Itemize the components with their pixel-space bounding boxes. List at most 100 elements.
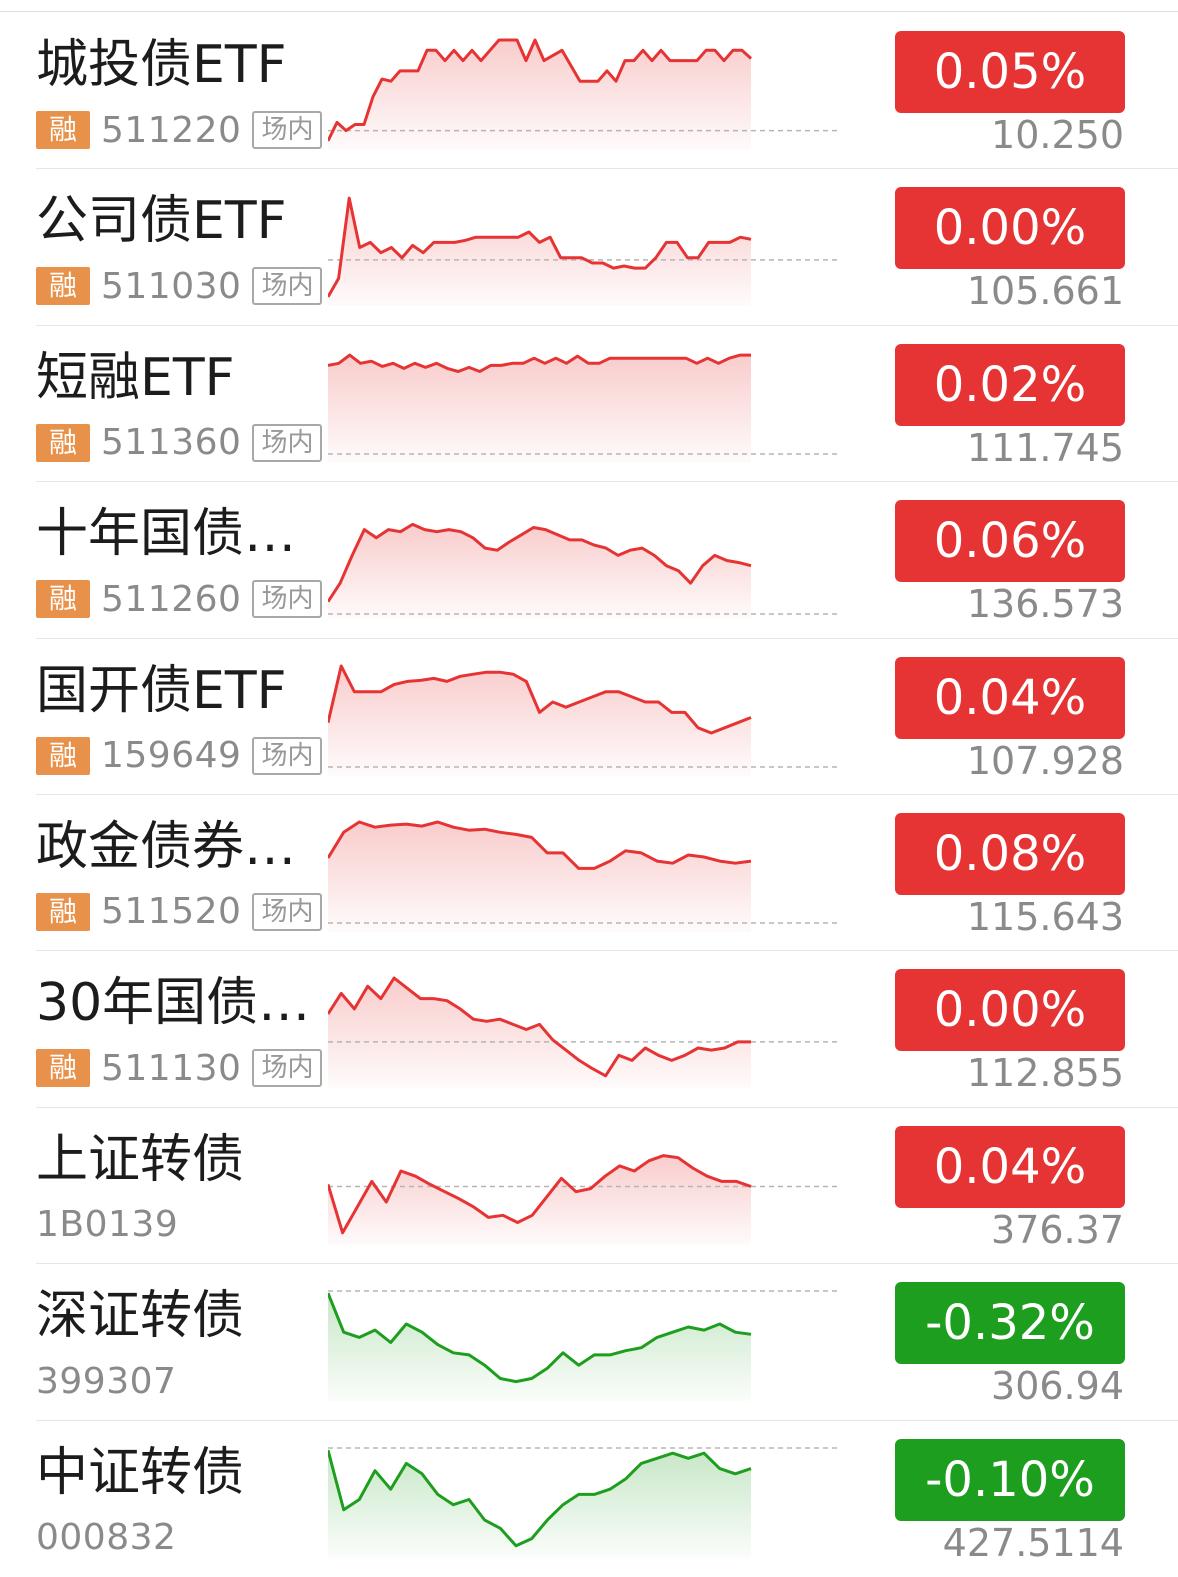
fund-name: 公司债ETF (36, 191, 287, 252)
fund-subline: 1B0139 (36, 1204, 179, 1246)
fund-code: 511220 (101, 109, 242, 151)
market-badge: 场内 (252, 111, 323, 149)
fund-name: 深证转债 (36, 1286, 245, 1347)
change-percent-badge[interactable]: 0.00% (895, 969, 1125, 1052)
sparkline-line (328, 523, 752, 603)
change-percent-badge[interactable]: 0.04% (895, 1125, 1125, 1208)
intraday-sparkline (328, 353, 840, 463)
fund-name: 短融ETF (36, 347, 235, 408)
sparkline-area (328, 524, 751, 620)
fund-code: 511130 (101, 1047, 242, 1089)
intraday-sparkline (328, 196, 840, 307)
fund-subline: 融 511260 场内 (36, 578, 323, 620)
intraday-sparkline (328, 1153, 840, 1245)
margin-badge: 融 (36, 736, 90, 775)
change-percent-badge[interactable]: 0.04% (895, 656, 1125, 739)
fund-code: 511260 (101, 578, 242, 620)
fund-name: 上证转债 (36, 1129, 245, 1190)
intraday-sparkline (328, 976, 840, 1089)
latest-price: 376.37 (991, 1207, 1124, 1252)
margin-badge: 融 (36, 267, 90, 306)
fund-row[interactable]: 国开债ETF 融 159649 场内 0.04% 107.928 (0, 639, 1178, 796)
latest-price: 112.855 (966, 1051, 1124, 1096)
margin-badge: 融 (36, 423, 90, 462)
fund-code: 399307 (36, 1360, 177, 1402)
sparkline-area (328, 821, 751, 932)
fund-name: 十年国债ETF (36, 504, 326, 565)
market-badge: 场内 (252, 267, 323, 306)
sparkline-area (328, 198, 751, 307)
sparkline-line (328, 1153, 752, 1235)
intraday-sparkline (328, 523, 840, 620)
market-badge: 场内 (252, 423, 323, 462)
market-badge: 场内 (252, 580, 323, 619)
market-badge: 场内 (252, 736, 323, 775)
fund-row[interactable]: 十年国债ETF 融 511260 场内 0.06% 136.573 (0, 482, 1178, 639)
change-percent-badge[interactable]: -0.10% (895, 1438, 1125, 1521)
latest-price: 115.643 (966, 894, 1124, 939)
intraday-sparkline (328, 664, 840, 776)
sparkline-area (328, 665, 751, 776)
change-percent-badge[interactable]: 0.05% (895, 31, 1125, 113)
fund-code: 1B0139 (36, 1204, 179, 1246)
fund-row[interactable]: 短融ETF 融 511360 场内 0.02% 111.745 (0, 326, 1178, 483)
margin-badge: 融 (36, 111, 90, 149)
fund-row[interactable]: 公司债ETF 融 511030 场内 0.00% 105.661 (0, 169, 1178, 327)
fund-name: 30年国债ETF (36, 973, 326, 1034)
change-percent-badge[interactable]: 0.06% (895, 500, 1125, 583)
fund-list: 城投债ETF 融 511220 场内 0.05% 10.250 公司债ETF 融 511030 场… (0, 13, 1178, 1577)
sparkline-area (328, 354, 751, 463)
change-percent-badge[interactable]: 0.08% (895, 812, 1125, 895)
sparkline-line (328, 976, 751, 1078)
fund-code: 159649 (101, 735, 242, 777)
sparkline-area (328, 1449, 751, 1558)
fund-subline: 融 159649 场内 (36, 735, 323, 777)
sparkline-line (328, 38, 753, 142)
latest-price: 10.250 (991, 113, 1124, 157)
fund-row[interactable]: 深证转债 399307 -0.32% 306.94 (0, 1264, 1178, 1421)
sparkline-line (328, 196, 752, 299)
sparkline-area (328, 1155, 751, 1245)
fund-name: 政金债券ETF (36, 816, 326, 877)
fund-code: 000832 (36, 1517, 177, 1559)
fund-code: 511520 (101, 891, 242, 933)
fund-code: 511360 (101, 422, 242, 464)
fund-subline: 399307 (36, 1360, 177, 1402)
top-divider (0, 11, 1178, 12)
sparkline-area (328, 978, 751, 1089)
margin-badge: 融 (36, 580, 90, 619)
fund-row[interactable]: 30年国债ETF 融 511130 场内 0.00% 112.855 (0, 951, 1178, 1109)
fund-subline: 融 511130 场内 (36, 1047, 323, 1089)
intraday-sparkline (328, 1290, 840, 1402)
sparkline-line (328, 1292, 752, 1384)
sparkline-line (328, 664, 752, 735)
margin-badge: 融 (36, 1049, 90, 1088)
change-percent-badge[interactable]: 0.02% (895, 343, 1125, 426)
margin-badge: 融 (36, 892, 90, 931)
fund-row[interactable]: 政金债券ETF 融 511520 场内 0.08% 115.643 (0, 795, 1178, 952)
fund-subline: 融 511030 场内 (36, 265, 323, 307)
change-percent-badge[interactable]: 0.00% (895, 187, 1125, 270)
sparkline-line (328, 353, 751, 373)
latest-price: 105.661 (966, 269, 1124, 314)
fund-subline: 融 511520 场内 (36, 891, 323, 933)
fund-name: 城投债ETF (36, 35, 287, 95)
fund-row[interactable]: 中证转债 000832 -0.10% 427.5114 (0, 1421, 1178, 1577)
fund-name: 国开债ETF (36, 660, 287, 721)
sparkline-area (328, 40, 751, 150)
fund-row[interactable]: 上证转债 1B0139 0.04% 376.37 (0, 1108, 1178, 1265)
fund-code: 511030 (101, 265, 242, 307)
fund-row[interactable]: 城投债ETF 融 511220 场内 0.05% 10.250 (0, 13, 1178, 170)
latest-price: 107.928 (966, 738, 1124, 783)
latest-price: 111.745 (966, 425, 1124, 470)
market-badge: 场内 (252, 1049, 323, 1088)
intraday-sparkline (328, 1446, 840, 1558)
sparkline-area (328, 1293, 751, 1402)
change-percent-badge[interactable]: -0.32% (895, 1282, 1125, 1365)
fund-subline: 000832 (36, 1517, 177, 1559)
fund-name: 中证转债 (36, 1442, 245, 1503)
market-badge: 场内 (252, 892, 323, 931)
fund-subline: 融 511220 场内 (36, 109, 323, 151)
sparkline-line (328, 820, 752, 870)
intraday-sparkline (328, 38, 840, 150)
